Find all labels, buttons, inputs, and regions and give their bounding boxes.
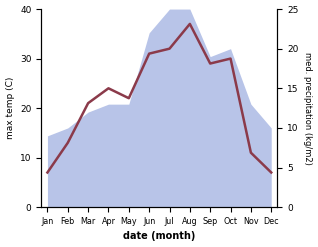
Y-axis label: med. precipitation (kg/m2): med. precipitation (kg/m2) xyxy=(303,52,313,165)
Y-axis label: max temp (C): max temp (C) xyxy=(5,77,15,139)
X-axis label: date (month): date (month) xyxy=(123,231,196,242)
